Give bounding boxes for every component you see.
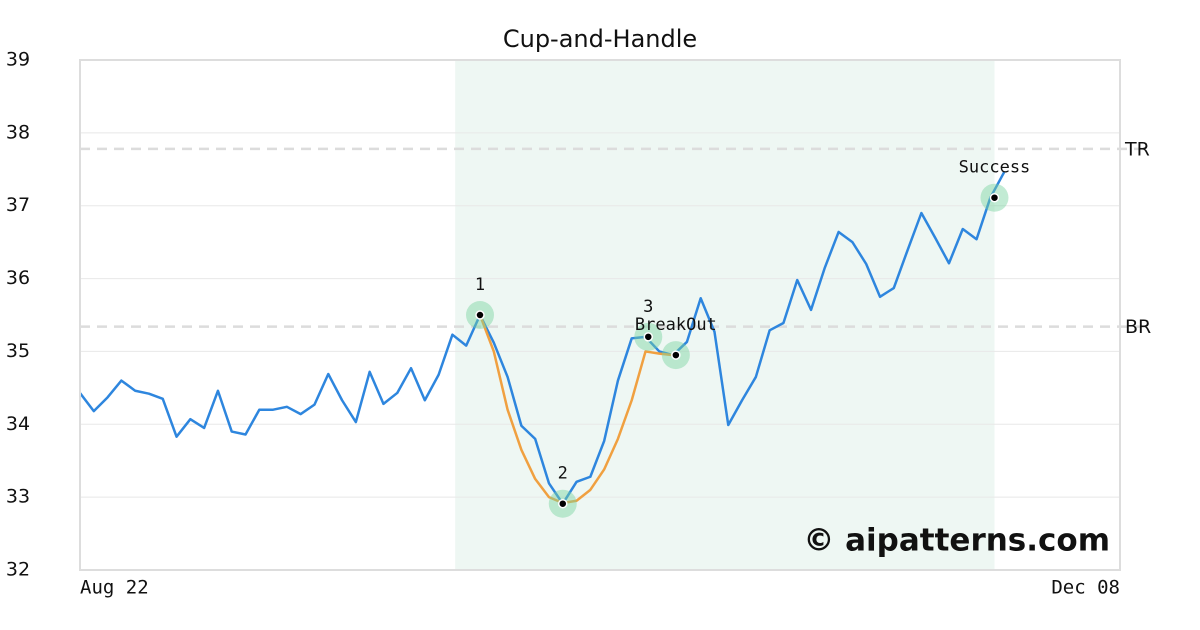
point-dot (989, 192, 1000, 203)
point-label: 2 (558, 464, 568, 484)
y-tick-label: 32 (6, 559, 30, 581)
point-label: 1 (475, 275, 485, 295)
level-label: BR (1125, 316, 1151, 338)
point-label: 3 (643, 297, 653, 317)
point-label: BreakOut (635, 315, 717, 335)
point-dot (475, 310, 485, 320)
point-label: Success (959, 158, 1031, 178)
x-tick-label: Dec 08 (1051, 577, 1120, 599)
level-label: TR (1124, 138, 1150, 160)
y-tick-label: 37 (6, 194, 30, 216)
y-tick-label: 36 (6, 267, 30, 289)
y-tick-label: 38 (6, 121, 30, 143)
point-dot (671, 350, 681, 360)
point-dot (558, 498, 568, 509)
plot-border (79, 59, 1121, 571)
highlight-region (455, 60, 995, 570)
point-dot (643, 332, 654, 342)
series-line (478, 314, 674, 505)
chart-title: Cup-and-Handle (503, 25, 697, 53)
y-tick-label: 35 (6, 340, 30, 362)
y-tick-label: 34 (6, 413, 30, 435)
x-tick-label: Aug 22 (80, 577, 149, 599)
series-line (79, 171, 1006, 505)
y-tick-label: 39 (6, 49, 30, 71)
watermark: © aipatterns.com (803, 523, 1110, 559)
y-tick-label: 33 (6, 486, 30, 508)
